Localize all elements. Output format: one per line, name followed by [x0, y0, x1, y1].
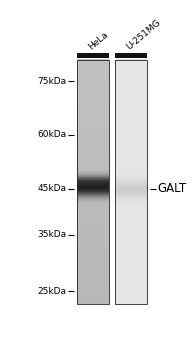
Text: 25kDa: 25kDa [37, 287, 66, 296]
Text: GALT: GALT [157, 182, 186, 195]
Bar [115, 53, 147, 58]
Text: 45kDa: 45kDa [37, 184, 66, 194]
Text: 75kDa: 75kDa [37, 77, 66, 86]
Bar [77, 60, 109, 304]
Text: U-251MG: U-251MG [125, 18, 163, 52]
Text: HeLa: HeLa [87, 30, 110, 52]
Bar [77, 53, 109, 58]
Text: 35kDa: 35kDa [37, 230, 66, 239]
Bar [115, 60, 147, 304]
Text: 60kDa: 60kDa [37, 131, 66, 140]
